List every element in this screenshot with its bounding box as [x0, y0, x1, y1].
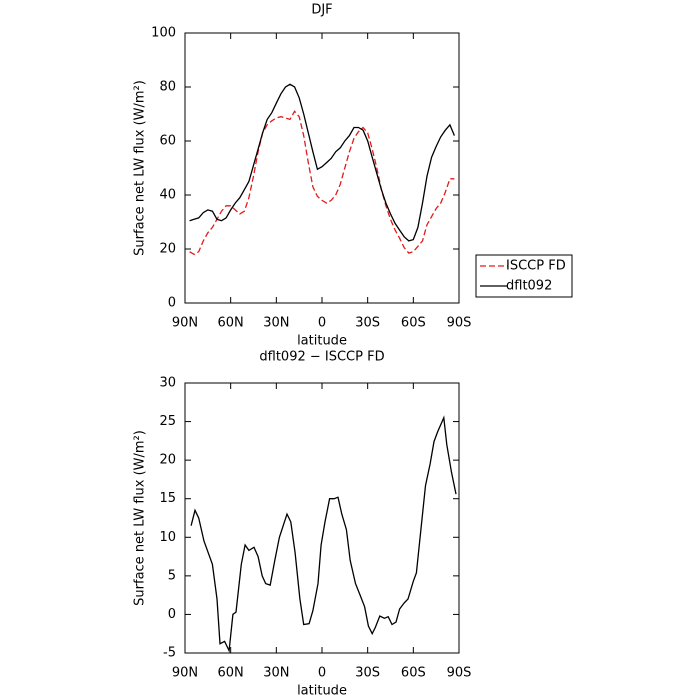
x-tick-label: 90N — [172, 666, 198, 681]
y-axis-label: Surface net LW flux (W/m²) — [133, 430, 148, 606]
x-tick-label: 60S — [401, 666, 426, 681]
x-tick-label: 60N — [218, 316, 244, 331]
x-tick-label: 90S — [447, 316, 472, 331]
x-tick-label: 60S — [401, 316, 426, 331]
y-tick-label: -5 — [163, 646, 176, 661]
x-axis-label: latitude — [297, 334, 347, 349]
y-tick-label: 0 — [168, 607, 176, 622]
y-tick-label: 100 — [151, 26, 176, 41]
plot-frame — [184, 32, 460, 304]
x-tick-label: 90N — [172, 316, 198, 331]
x-tick-label: 90S — [447, 666, 472, 681]
y-tick-label: 20 — [159, 242, 176, 257]
y-axis-label: Surface net LW flux (W/m²) — [133, 80, 148, 256]
x-axis-label: latitude — [297, 684, 347, 699]
y-tick-label: 15 — [159, 491, 176, 506]
x-tick-label: 0 — [318, 666, 326, 681]
y-tick-label: 10 — [159, 530, 176, 545]
data-line — [189, 110, 455, 256]
y-tick-label: 30 — [159, 376, 176, 391]
chart-title: dflt092 − ISCCP FD — [259, 350, 384, 365]
x-tick-label: 30N — [263, 316, 289, 331]
y-tick-label: 60 — [159, 134, 176, 149]
data-line — [189, 83, 455, 242]
legend-box — [475, 254, 573, 298]
x-tick-label: 0 — [318, 316, 326, 331]
y-tick-label: 25 — [159, 414, 176, 429]
plot-frame — [184, 382, 460, 654]
y-tick-label: 0 — [168, 296, 176, 311]
y-tick-label: 80 — [159, 80, 176, 95]
legend-label: dflt092 — [506, 279, 552, 294]
y-tick-label: 40 — [159, 188, 176, 203]
x-tick-label: 30S — [355, 666, 380, 681]
y-tick-label: 20 — [159, 453, 176, 468]
x-tick-label: 30S — [355, 316, 380, 331]
chart-title: DJF — [311, 3, 332, 18]
y-tick-label: 5 — [168, 568, 176, 583]
x-tick-label: 30N — [263, 666, 289, 681]
data-line — [190, 415, 457, 654]
legend-label: ISCCP FD — [506, 259, 566, 274]
x-tick-label: 60N — [218, 666, 244, 681]
